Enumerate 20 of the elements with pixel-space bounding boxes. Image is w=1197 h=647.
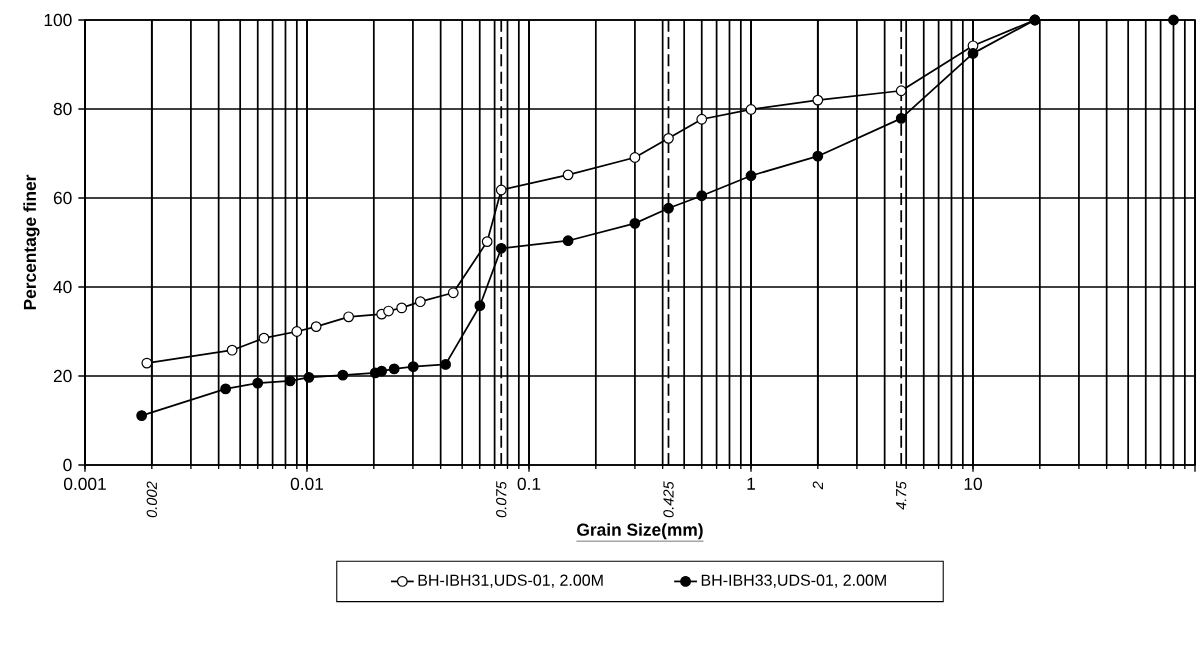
y-axis-title: Percentage finer	[23, 174, 40, 310]
y-tick-label: 20	[53, 369, 72, 383]
x-axis-title: Grain Size(mm)	[577, 523, 703, 540]
ref-line-label: 0.425	[663, 481, 674, 518]
x-tick-label: 0.001	[63, 477, 106, 490]
y-tick-label: 40	[53, 280, 72, 294]
legend-label: BH-IBH31,UDS-01, 2.00M	[418, 574, 603, 588]
ref-line-label: 0.075	[496, 481, 507, 518]
y-tick-label: 0	[63, 458, 72, 472]
ref-line-label: 0.002	[146, 481, 158, 518]
x-tick-label: 0.01	[290, 477, 324, 490]
ref-line-label: 4.75	[896, 481, 907, 510]
x-tick-label: 1	[747, 477, 755, 490]
y-tick-label: 100	[44, 13, 72, 27]
x-tick-label: 10	[964, 477, 982, 490]
y-tick-label: 80	[53, 102, 72, 116]
legend-label: BH-IBH33,UDS-01, 2.00M	[701, 574, 886, 588]
ref-line-label: 2	[812, 481, 823, 490]
y-tick-label: 60	[53, 191, 72, 205]
x-tick-label: 0.1	[517, 477, 541, 490]
